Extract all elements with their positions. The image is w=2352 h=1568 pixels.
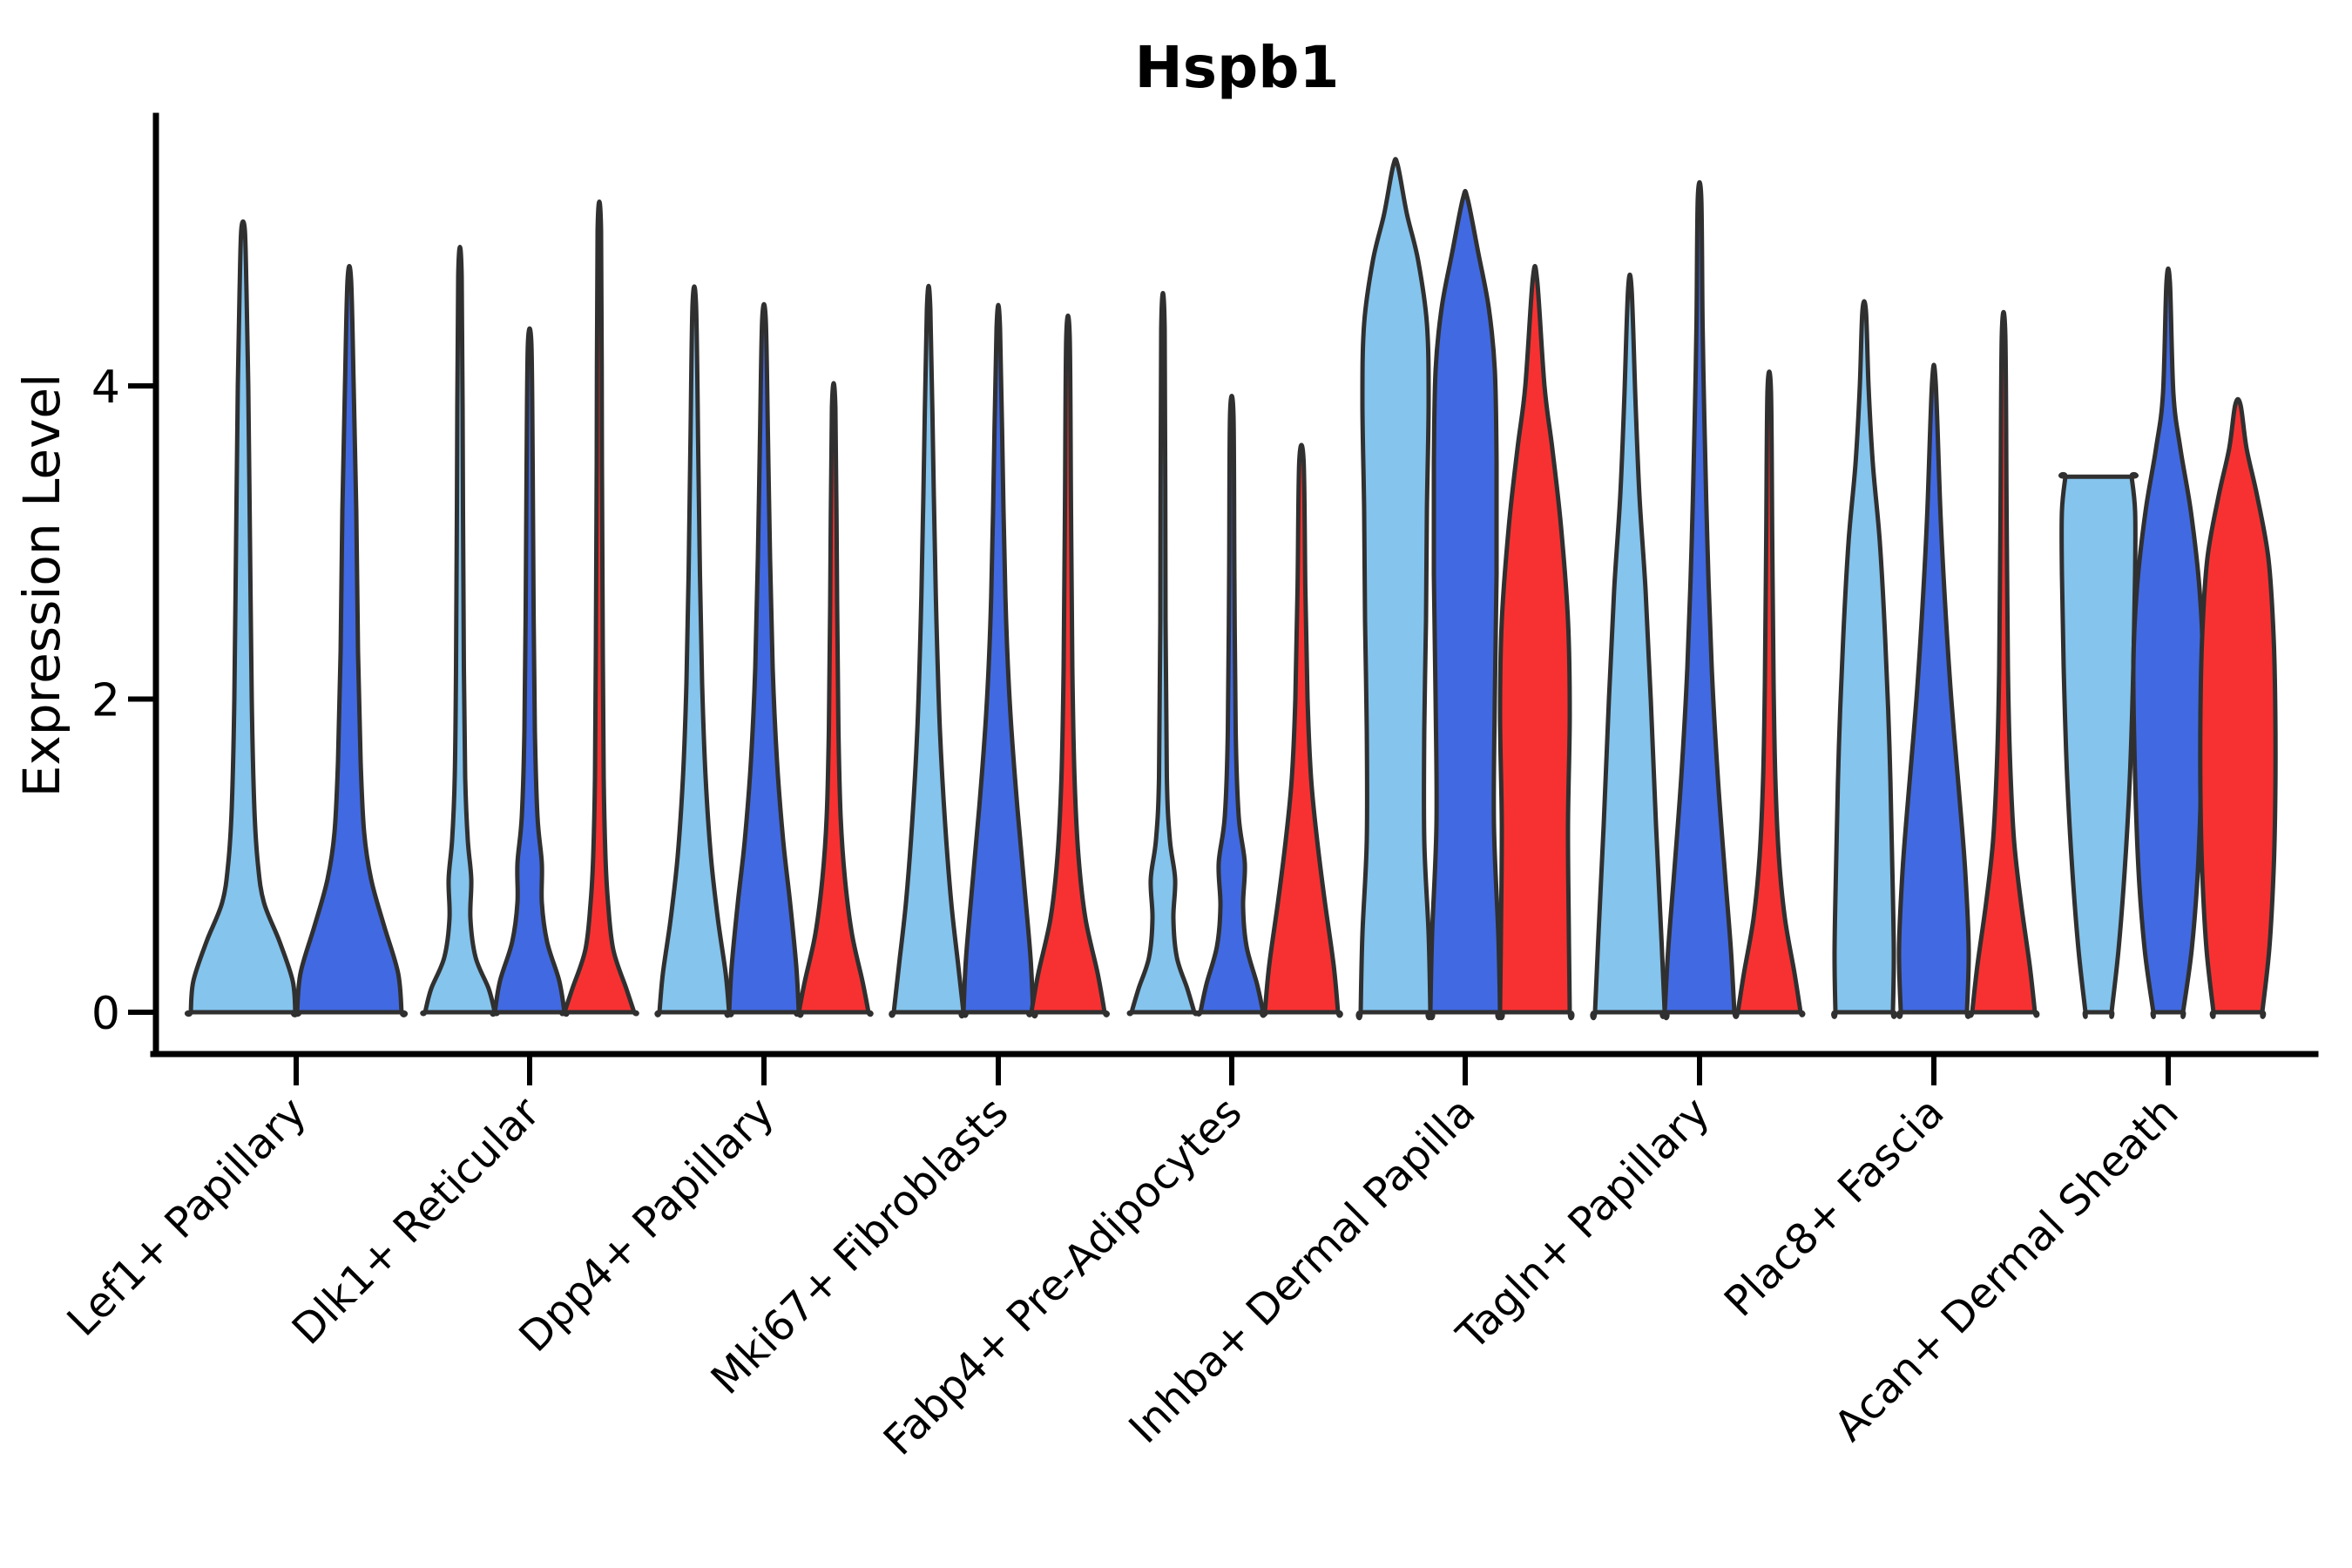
- violin-mki67-fibroblasts-blue_dark: [958, 303, 1038, 1019]
- x-tick-label-lef1-papillary: Lef1+ Papillary: [58, 1088, 316, 1346]
- violin-mki67-fibroblasts-blue_light: [889, 284, 969, 1018]
- violin-acan-dermal-sheath-blue_light: [2058, 471, 2139, 1019]
- violin-tagln-papillary-blue_light: [1590, 272, 1670, 1021]
- violin-dlk1-reticular-red: [559, 199, 639, 1017]
- violin-acan-dermal-sheath-red: [2198, 396, 2278, 1019]
- y-axis-label: Expression Level: [12, 374, 71, 797]
- violins-layer: [184, 157, 2278, 1021]
- violin-fabp4-pre-adipocytes-red: [1260, 443, 1343, 1018]
- y-tick-label-0: 0: [91, 988, 120, 1040]
- violin-acan-dermal-sheath-blue_dark: [2131, 266, 2206, 1019]
- violin-dlk1-reticular-blue_light: [420, 244, 500, 1017]
- x-tick-label-dpp4-papillary: Dpp4+ Papillary: [510, 1088, 783, 1362]
- violin-inhba-dermal-papilla-blue_light: [1355, 157, 1436, 1021]
- y-tick-label-2: 2: [91, 675, 120, 727]
- violin-dpp4-papillary-red: [794, 381, 874, 1017]
- x-tick-label-dlk1-reticular: Dlk1+ Reticular: [283, 1088, 550, 1355]
- violin-lef1-papillary-blue_dark: [290, 264, 409, 1017]
- violin-tagln-papillary-blue_dark: [1659, 179, 1740, 1019]
- violin-dlk1-reticular-blue_dark: [490, 326, 570, 1017]
- x-tick-label-plac8-fascia: Plac8+ Fascia: [1715, 1088, 1954, 1327]
- x-tick-label-tagln-papillary: Tagln+ Papillary: [1447, 1088, 1719, 1360]
- violin-plac8-fascia-red: [1967, 310, 2040, 1018]
- violin-dpp4-papillary-blue_dark: [724, 301, 804, 1018]
- violin-tagln-papillary-red: [1733, 369, 1806, 1017]
- violin-lef1-papillary-blue_light: [184, 219, 302, 1017]
- plot-title: Hspb1: [1135, 34, 1340, 101]
- violin-fabp4-pre-adipocytes-blue_dark: [1195, 393, 1268, 1017]
- violin-plac8-fascia-blue_light: [1831, 299, 1897, 1019]
- violin-inhba-dermal-papilla-blue_dark: [1425, 188, 1505, 1021]
- violin-inhba-dermal-papilla-red: [1495, 264, 1575, 1021]
- y-tick-label-4: 4: [91, 362, 120, 414]
- violin-fabp4-pre-adipocytes-blue_light: [1126, 291, 1200, 1017]
- violin-plac8-fascia-blue_dark: [1896, 362, 1972, 1019]
- violin-dpp4-papillary-blue_light: [654, 284, 734, 1017]
- violin-mki67-fibroblasts-red: [1026, 314, 1110, 1017]
